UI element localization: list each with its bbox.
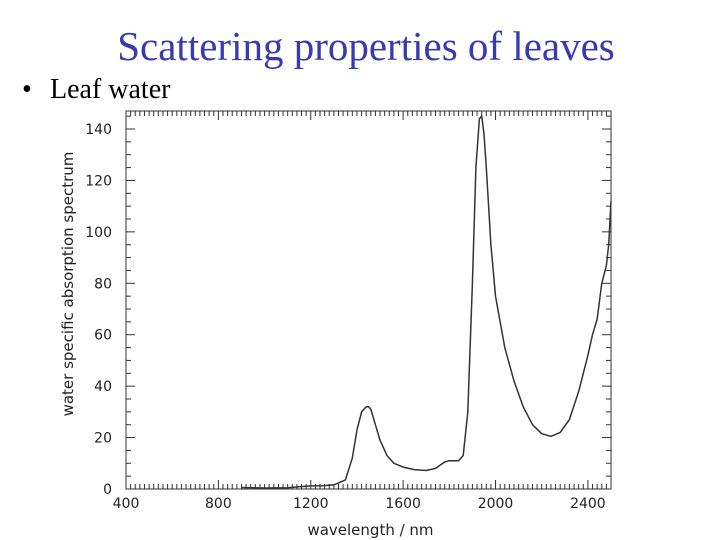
bullet-item: • Leaf water xyxy=(22,74,170,106)
y-tick-label: 60 xyxy=(94,328,112,344)
slide-title: Scattering properties of leaves xyxy=(117,23,615,69)
series-line-water xyxy=(241,114,612,489)
bullet-text: Leaf water xyxy=(50,74,171,105)
x-tick-label: 1600 xyxy=(385,496,421,512)
y-tick-label: 20 xyxy=(94,431,112,447)
x-tick-label: 800 xyxy=(205,496,232,512)
y-tick-label: 80 xyxy=(94,276,112,292)
y-tick-label: 40 xyxy=(94,379,112,395)
x-tick-label: 400 xyxy=(113,496,140,512)
x-axis-label: wavelength / nm xyxy=(307,521,433,539)
x-tick-label: 2400 xyxy=(570,496,606,512)
y-tick-label: 100 xyxy=(85,225,112,241)
y-tick-label: 120 xyxy=(85,173,112,189)
bullet-marker: • xyxy=(22,74,32,105)
x-tick-label: 2000 xyxy=(478,496,514,512)
y-tick-label: 140 xyxy=(85,122,112,138)
x-tick-label: 1200 xyxy=(293,496,329,512)
plot-frame xyxy=(125,110,612,490)
y-tick-label: 0 xyxy=(103,482,112,498)
y-axis-label: water specific absorption spectrum xyxy=(59,152,77,417)
